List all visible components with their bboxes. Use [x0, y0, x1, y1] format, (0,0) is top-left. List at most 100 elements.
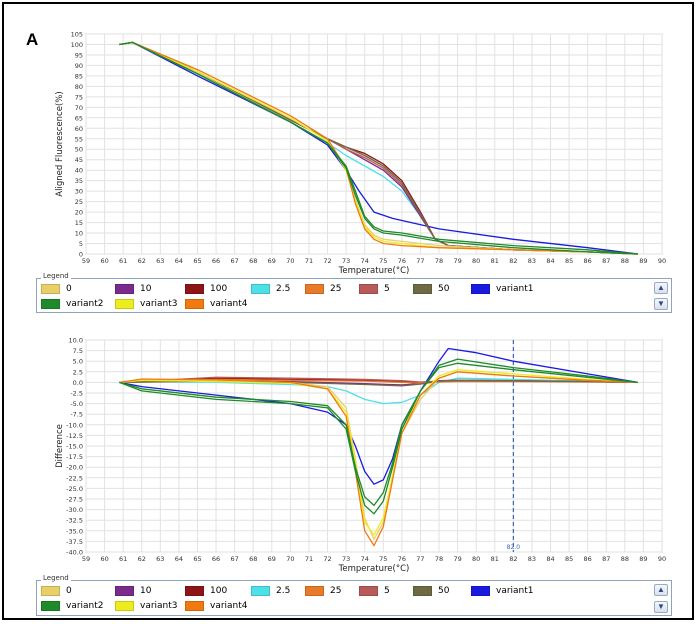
legend-panel-top: Legend 0 10 100 2.5 25 5 50 variant1 variant2 var… [36, 272, 672, 313]
grid-lines [85, 33, 663, 255]
x-tick-label: 78 [435, 257, 443, 265]
x-tick-label: 84 [546, 257, 554, 265]
legend-entry-variant4: variant4 [185, 600, 248, 612]
y-tick-label: 85 [75, 72, 83, 80]
series-line-2.5 [119, 377, 638, 405]
x-tick-label: 90 [658, 555, 666, 563]
legend-label: 5 [384, 284, 390, 294]
x-tick-label: 86 [584, 555, 592, 563]
legend-label: variant3 [140, 601, 178, 611]
x-tick-label: 65 [193, 257, 201, 265]
x-tick-label: 71 [305, 257, 313, 265]
legend-label: variant2 [66, 299, 104, 309]
legend-swatch [41, 284, 60, 294]
x-tick-label: 62 [138, 257, 146, 265]
x-tick-label: 75 [379, 555, 387, 563]
x-tick-label: 64 [175, 555, 183, 563]
y-tick-label: 0.0 [73, 379, 83, 387]
y-tick-label: -27.5 [66, 496, 83, 504]
legend-swatch [115, 601, 134, 611]
x-tick-label: 78 [435, 555, 443, 563]
legend-label: variant3 [140, 299, 178, 309]
x-tick-label: 87 [602, 555, 610, 563]
y-tick-label: 80 [75, 83, 83, 91]
y-tick-label: 5 [79, 240, 83, 248]
x-tick-label: 90 [658, 257, 666, 265]
x-tick-label: 77 [416, 555, 424, 563]
x-tick-label: 59 [82, 555, 90, 563]
plot-area [85, 33, 663, 255]
legend-entry-variant3: variant3 [115, 298, 178, 310]
legend-entry-variant2: variant2 [41, 298, 104, 310]
x-tick-label: 82 [509, 555, 517, 563]
x-tick-label: 70 [286, 555, 294, 563]
scroll-down-button[interactable]: ▼ [654, 298, 668, 310]
legend-swatch [251, 586, 270, 596]
temperature-marker-label: 82.0 [507, 544, 521, 551]
legend-label: 10 [140, 284, 152, 294]
grid-lines [85, 339, 663, 553]
y-tick-label: -7.5 [70, 411, 83, 419]
legend-entry-variant1: variant1 [471, 283, 534, 295]
legend-swatch [41, 601, 60, 611]
x-tick-label: 63 [156, 257, 164, 265]
legend-swatch [359, 284, 378, 294]
x-tick-label: 71 [305, 555, 313, 563]
x-tick-label: 68 [249, 257, 257, 265]
x-tick-label: 79 [453, 257, 461, 265]
legend-entry-100: 100 [185, 283, 227, 295]
y-tick-label: 10.0 [69, 337, 83, 345]
y-tick-label: 65 [75, 114, 83, 122]
legend-label: variant1 [496, 586, 534, 596]
legend-entry-25: 25 [305, 585, 341, 597]
x-tick-label: 77 [416, 257, 424, 265]
x-tick-label: 67 [231, 257, 239, 265]
y-tick-label: 10 [75, 230, 83, 238]
y-tick-label: -30.0 [66, 506, 83, 514]
legend-entry-variant2: variant2 [41, 600, 104, 612]
x-tick-label: 73 [342, 257, 350, 265]
legend-label: 50 [438, 284, 450, 294]
x-tick-label: 70 [286, 257, 294, 265]
legend-label: variant1 [496, 284, 534, 294]
x-tick-label: 74 [361, 257, 369, 265]
y-tick-label: -10.0 [66, 421, 83, 429]
legend-entry-100: 100 [185, 585, 227, 597]
scroll-down-button[interactable]: ▼ [654, 601, 668, 613]
x-tick-label: 89 [639, 555, 647, 563]
y-tick-label: 105 [71, 31, 83, 39]
legend-swatch [413, 586, 432, 596]
y-tick-label: -20.0 [66, 464, 83, 472]
melt-curve-chart: 59 60 61 62 63 64 65 66 67 68 69 70 71 72 73 74 75 76 77 78… [55, 31, 666, 277]
legend-entry-variant3: variant3 [115, 600, 178, 612]
legend-entry-variant4: variant4 [185, 298, 248, 310]
y-tick-label: -15.0 [66, 443, 83, 451]
legend-label: variant4 [210, 299, 248, 309]
series-line-variant4 [119, 41, 638, 255]
scroll-up-button[interactable]: ▲ [654, 282, 668, 294]
y-tick-label: -17.5 [66, 453, 83, 461]
x-tick-label: 81 [491, 555, 499, 563]
legend-swatch [305, 586, 324, 596]
x-tick-label: 85 [565, 257, 573, 265]
y-tick-label: 95 [75, 51, 83, 59]
series-line-variant1 [119, 41, 638, 255]
y-tick-label: 35 [75, 177, 83, 185]
y-tick-label: 90 [75, 62, 83, 70]
scroll-up-button[interactable]: ▲ [654, 584, 668, 596]
series-line-variant2 [119, 358, 638, 515]
difference-plot-chart: 59 60 61 62 63 64 65 66 67 68 69 70 71 72 73 74 75 76 77 78… [55, 337, 666, 575]
y-tick-label: -22.5 [66, 474, 83, 482]
legend-label: 10 [140, 586, 152, 596]
y-tick-label: 2.5 [73, 368, 83, 376]
legend-label: variant4 [210, 601, 248, 611]
x-tick-label: 61 [119, 555, 127, 563]
legend-label: 0 [66, 586, 72, 596]
y-tick-label: 70 [75, 104, 83, 112]
y-tick-label: 15 [75, 219, 83, 227]
legend-swatch [251, 284, 270, 294]
series-line-variant3 [119, 369, 638, 536]
legend-swatch [41, 586, 60, 596]
y-tick-label: 30 [75, 188, 83, 196]
